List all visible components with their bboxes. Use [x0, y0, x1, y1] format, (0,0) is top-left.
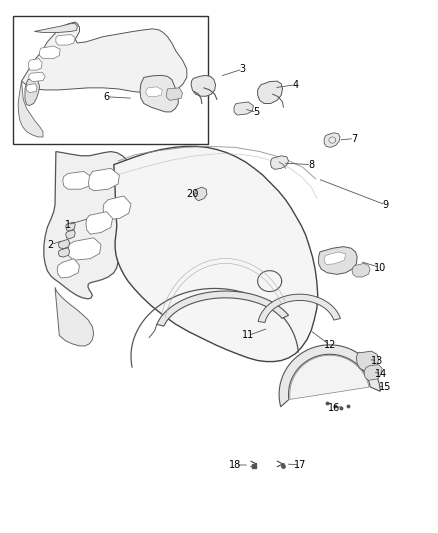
Polygon shape: [324, 133, 340, 148]
Polygon shape: [39, 46, 60, 59]
Polygon shape: [68, 238, 101, 260]
Text: 20: 20: [186, 189, 198, 199]
Polygon shape: [279, 345, 380, 407]
Polygon shape: [103, 196, 131, 220]
Polygon shape: [114, 147, 318, 361]
Text: 13: 13: [371, 356, 383, 366]
Text: 12: 12: [324, 340, 336, 350]
Polygon shape: [318, 247, 357, 274]
Text: 5: 5: [254, 108, 260, 117]
Polygon shape: [258, 81, 283, 103]
Text: 18: 18: [229, 460, 241, 470]
Polygon shape: [28, 59, 42, 70]
Polygon shape: [86, 212, 113, 234]
Polygon shape: [66, 222, 75, 231]
Text: 11: 11: [242, 330, 254, 341]
Polygon shape: [194, 187, 207, 201]
Text: 8: 8: [308, 160, 314, 169]
Text: 1: 1: [65, 220, 71, 230]
Polygon shape: [140, 75, 178, 112]
Polygon shape: [57, 259, 79, 278]
Polygon shape: [26, 84, 37, 93]
Text: 16: 16: [328, 402, 340, 413]
Polygon shape: [58, 248, 70, 257]
Polygon shape: [21, 22, 187, 94]
Text: 9: 9: [382, 200, 389, 210]
Text: 3: 3: [240, 64, 246, 74]
Text: 2: 2: [48, 239, 54, 249]
Polygon shape: [58, 239, 70, 249]
Polygon shape: [44, 151, 143, 299]
Polygon shape: [157, 291, 289, 326]
Text: 10: 10: [374, 263, 386, 272]
Polygon shape: [66, 230, 75, 239]
Polygon shape: [324, 252, 346, 264]
Polygon shape: [258, 294, 340, 322]
Polygon shape: [234, 102, 253, 115]
Polygon shape: [25, 78, 39, 106]
Text: 17: 17: [293, 460, 306, 470]
Polygon shape: [352, 263, 370, 277]
Polygon shape: [364, 365, 382, 381]
Polygon shape: [271, 156, 289, 169]
Text: 6: 6: [103, 92, 110, 102]
Polygon shape: [166, 88, 183, 100]
Polygon shape: [56, 35, 75, 45]
Polygon shape: [35, 23, 78, 33]
Text: 15: 15: [379, 382, 392, 392]
Polygon shape: [18, 81, 43, 137]
Bar: [13, 16, 208, 144]
Polygon shape: [63, 172, 91, 189]
Polygon shape: [290, 356, 369, 399]
Text: 7: 7: [351, 134, 357, 143]
Polygon shape: [146, 87, 162, 97]
Polygon shape: [29, 72, 45, 82]
Polygon shape: [88, 168, 120, 191]
Polygon shape: [191, 75, 215, 96]
Polygon shape: [55, 287, 94, 346]
Polygon shape: [357, 351, 379, 371]
Text: 4: 4: [292, 80, 298, 90]
Text: 14: 14: [375, 369, 387, 378]
